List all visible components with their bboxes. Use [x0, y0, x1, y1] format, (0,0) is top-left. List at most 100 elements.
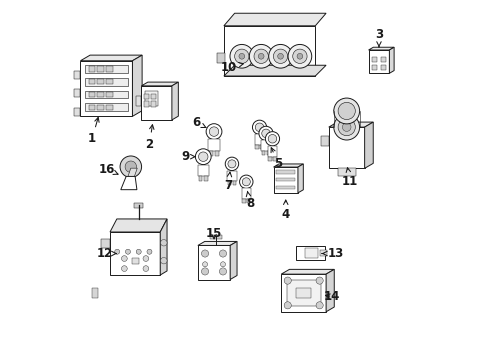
- Text: 5: 5: [270, 148, 282, 170]
- Bar: [232, 181, 235, 185]
- Circle shape: [239, 175, 252, 189]
- Circle shape: [201, 268, 208, 275]
- Circle shape: [315, 302, 323, 309]
- Bar: [106, 104, 113, 110]
- Polygon shape: [325, 269, 334, 312]
- Circle shape: [225, 157, 238, 171]
- Bar: [88, 79, 95, 85]
- Polygon shape: [281, 274, 325, 312]
- Circle shape: [201, 250, 208, 257]
- Circle shape: [136, 249, 141, 254]
- Bar: [227, 171, 236, 181]
- Text: 3: 3: [374, 28, 382, 47]
- Bar: [131, 258, 139, 264]
- Circle shape: [121, 256, 127, 261]
- Bar: [276, 178, 294, 181]
- Polygon shape: [198, 246, 230, 279]
- Polygon shape: [132, 55, 142, 116]
- Bar: [106, 66, 113, 72]
- Polygon shape: [230, 242, 237, 279]
- Bar: [150, 94, 155, 99]
- Text: 12: 12: [96, 247, 116, 260]
- Circle shape: [209, 127, 218, 136]
- Polygon shape: [297, 164, 303, 193]
- Polygon shape: [364, 122, 372, 168]
- Circle shape: [121, 266, 127, 271]
- Circle shape: [261, 129, 270, 138]
- Bar: [268, 157, 271, 161]
- Circle shape: [220, 262, 225, 267]
- Bar: [150, 102, 155, 107]
- Bar: [97, 104, 104, 110]
- Circle shape: [242, 178, 250, 186]
- Polygon shape: [328, 122, 372, 127]
- Bar: [296, 288, 310, 298]
- Bar: [209, 151, 213, 156]
- Circle shape: [284, 302, 291, 309]
- Circle shape: [239, 53, 244, 59]
- Bar: [85, 103, 128, 111]
- Text: 10: 10: [220, 60, 243, 73]
- Polygon shape: [121, 176, 137, 190]
- Circle shape: [253, 49, 268, 63]
- Circle shape: [229, 44, 253, 68]
- Text: 9: 9: [181, 150, 195, 163]
- Polygon shape: [224, 65, 325, 76]
- Bar: [266, 151, 270, 156]
- Circle shape: [147, 249, 152, 254]
- Circle shape: [277, 53, 283, 59]
- Circle shape: [160, 257, 167, 264]
- Polygon shape: [224, 13, 325, 26]
- Bar: [371, 65, 376, 70]
- Circle shape: [252, 120, 266, 134]
- Bar: [134, 203, 142, 208]
- Text: 2: 2: [145, 125, 154, 150]
- Polygon shape: [141, 82, 178, 86]
- Bar: [261, 151, 264, 156]
- Polygon shape: [141, 86, 171, 120]
- Circle shape: [292, 49, 306, 63]
- Bar: [260, 145, 263, 149]
- Polygon shape: [160, 219, 167, 275]
- Bar: [135, 96, 141, 107]
- Text: 15: 15: [205, 227, 222, 240]
- Bar: [209, 235, 222, 239]
- Bar: [74, 89, 80, 97]
- Circle shape: [333, 114, 359, 140]
- Polygon shape: [368, 47, 393, 50]
- Bar: [254, 134, 264, 145]
- Bar: [261, 140, 270, 151]
- Circle shape: [273, 49, 287, 63]
- Bar: [97, 66, 104, 72]
- Bar: [337, 168, 355, 176]
- Bar: [97, 91, 104, 97]
- Bar: [85, 90, 128, 98]
- Bar: [144, 94, 149, 99]
- Circle shape: [258, 126, 273, 140]
- Bar: [273, 157, 276, 161]
- Bar: [276, 170, 294, 174]
- Bar: [214, 151, 218, 156]
- Circle shape: [249, 44, 272, 68]
- Circle shape: [125, 249, 130, 254]
- Bar: [286, 279, 320, 306]
- Circle shape: [142, 266, 148, 271]
- Circle shape: [195, 149, 211, 165]
- Bar: [88, 66, 95, 72]
- Bar: [276, 186, 294, 189]
- Polygon shape: [273, 167, 297, 193]
- Bar: [371, 57, 376, 62]
- Polygon shape: [224, 26, 315, 76]
- Polygon shape: [198, 242, 237, 246]
- Bar: [85, 78, 128, 86]
- Bar: [208, 139, 219, 151]
- Polygon shape: [128, 168, 137, 176]
- Bar: [296, 246, 325, 260]
- Bar: [305, 248, 317, 258]
- Circle shape: [258, 53, 264, 59]
- Bar: [241, 189, 250, 199]
- Bar: [144, 102, 149, 107]
- Circle shape: [202, 262, 207, 267]
- Bar: [197, 165, 208, 176]
- Bar: [227, 181, 231, 185]
